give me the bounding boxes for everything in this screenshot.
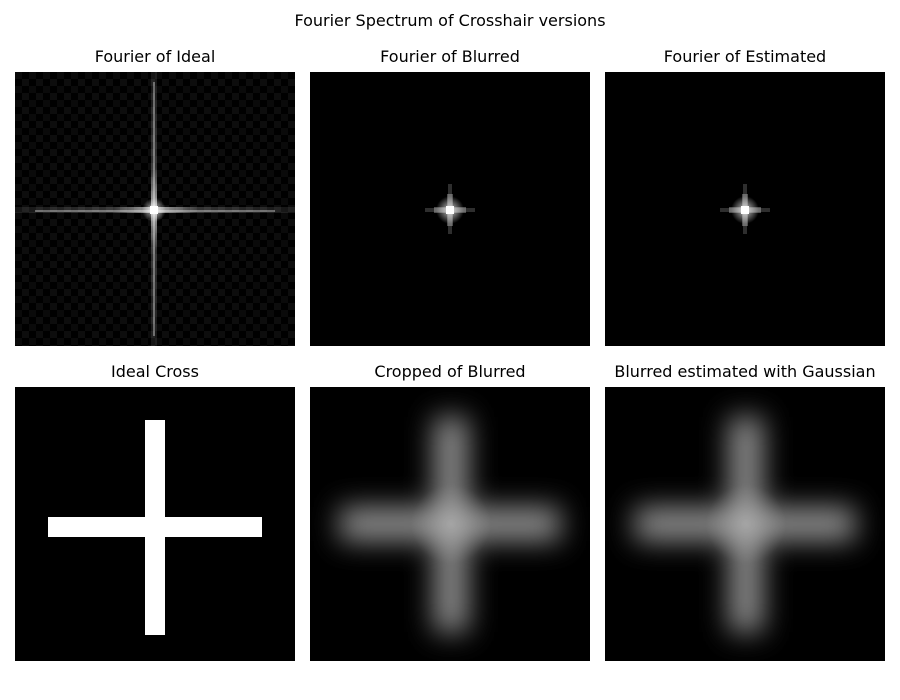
cropped-blurred-image bbox=[310, 387, 590, 661]
panel-title: Fourier of Blurred bbox=[380, 47, 520, 66]
fourier-blurred-image bbox=[310, 72, 590, 346]
figure-title: Fourier Spectrum of Crosshair versions bbox=[294, 11, 606, 30]
panel-title: Cropped of Blurred bbox=[374, 362, 526, 381]
panel-title: Fourier of Estimated bbox=[663, 47, 827, 66]
fourier-estimated-image bbox=[605, 72, 885, 346]
fourier-ideal-image bbox=[15, 72, 295, 346]
ideal-cross-image bbox=[15, 387, 295, 661]
panel-title: Ideal Cross bbox=[111, 362, 199, 381]
blurred-estimated-image bbox=[605, 387, 885, 661]
panel-title: Blurred estimated with Gaussian bbox=[614, 362, 876, 381]
panel-title: Fourier of Ideal bbox=[94, 47, 216, 66]
